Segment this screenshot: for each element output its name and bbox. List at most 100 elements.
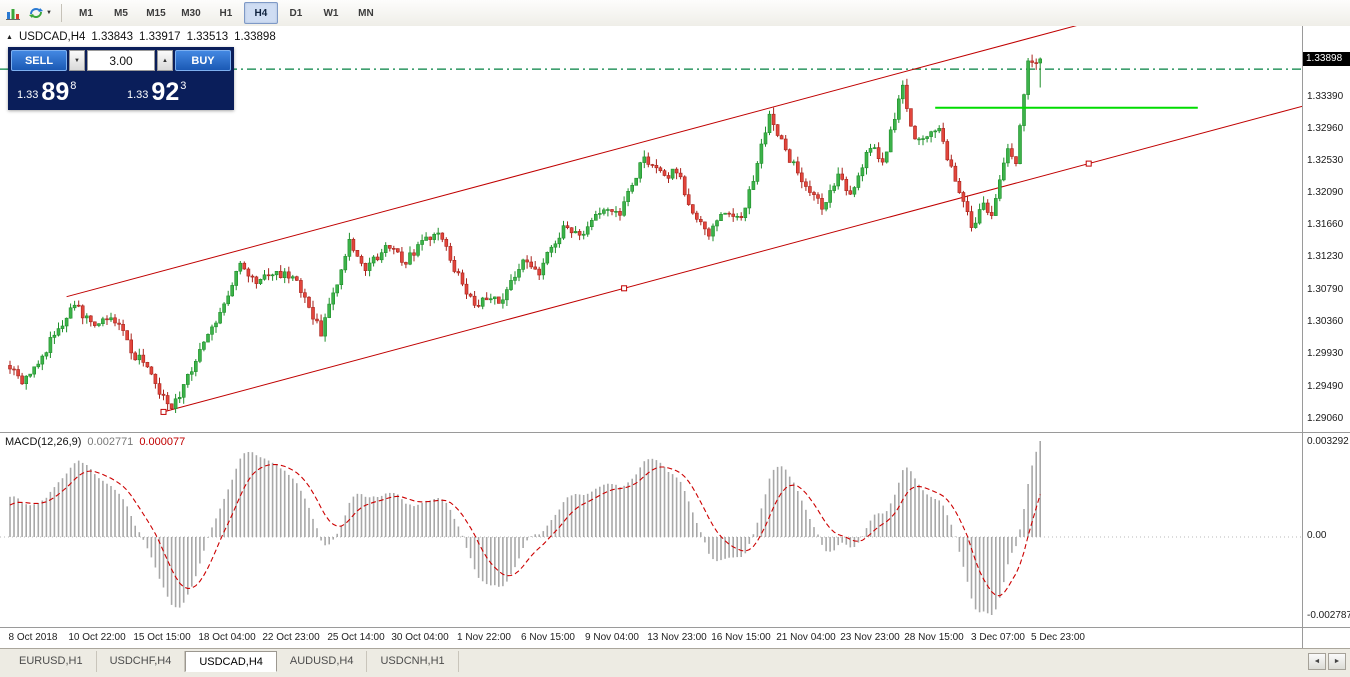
ohlc-high: 1.33917	[138, 31, 181, 43]
scroll-left-icon[interactable]: ◄	[1308, 653, 1326, 670]
time-axis-label: 13 Nov 23:00	[647, 632, 707, 643]
price-axis[interactable]: 1.33898 1.33390 1.32960 1.32530 1.32090 1.31…	[1303, 26, 1350, 432]
timeframe-button-mn[interactable]: MN	[358, 7, 374, 19]
macd-signal-line	[9, 464, 1041, 597]
price-axis-label: 1.32530	[1307, 155, 1344, 166]
timeframe-button-m30[interactable]: M30	[181, 7, 201, 19]
cycle-arrows-glyph	[29, 8, 43, 18]
time-axis-label: 28 Nov 15:00	[904, 632, 964, 643]
lot-increase-button[interactable]: ▲	[157, 50, 173, 71]
price-axis-label: 1.32090	[1307, 187, 1344, 198]
macd-axis-label: 0.003292	[1307, 436, 1349, 447]
chart-tab-bar: EURUSD,H1 USDCHF,H4 USDCAD,H4 AUDUSD,H4 USDC…	[0, 648, 1350, 677]
time-axis-label: 15 Oct 15:00	[133, 632, 191, 643]
price-axis-label: 1.30360	[1307, 316, 1344, 327]
timeframe-button-m15[interactable]: M15	[146, 7, 166, 19]
time-axis-label: 9 Nov 04:00	[585, 632, 639, 643]
time-axis-label: 5 Dec 23:00	[1031, 632, 1085, 643]
sell-price-big: 89	[41, 78, 70, 106]
buy-button[interactable]: BUY	[175, 50, 231, 71]
chart-tab-usdchf-h4[interactable]: USDCHF,H4	[97, 651, 186, 672]
macd-main-value: 0.002771	[87, 436, 134, 448]
time-axis-label: 1 Nov 22:00	[457, 632, 511, 643]
chart-icon-glyph	[6, 9, 20, 20]
scroll-right-icon[interactable]: ►	[1328, 653, 1346, 670]
chart-ohlc-header: ▲ USDCAD,H4 1.33843 1.33917 1.33513 1.33…	[6, 31, 276, 43]
chart-region: ▲ USDCAD,H4 1.33843 1.33917 1.33513 1.33…	[0, 26, 1350, 648]
toolbar-separator	[60, 4, 62, 22]
buy-price-prefix: 1.33	[127, 89, 149, 101]
macd-histogram	[9, 441, 1041, 615]
time-axis-label: 3 Dec 07:00	[971, 632, 1025, 643]
ohlc-close: 1.33898	[234, 31, 276, 43]
current-price-value: 1.33898	[1306, 53, 1343, 64]
buy-price-big: 92	[151, 78, 180, 106]
time-axis[interactable]: 8 Oct 2018 10 Oct 22:00 15 Oct 15:00 18 Oct…	[0, 628, 1350, 648]
macd-indicator-label: MACD(12,26,9) 0.002771 0.000077	[5, 436, 185, 448]
price-axis-label: 1.29930	[1307, 348, 1344, 359]
chart-icon[interactable]	[3, 2, 23, 24]
time-axis-separator	[0, 627, 1350, 628]
trade-panel-prices: 1.33 89 8 1.33 92 3	[11, 74, 231, 107]
trade-panel-controls: SELL ▼ 3.00 ▲ BUY	[11, 50, 231, 71]
timeframe-button-h4[interactable]: H4	[243, 2, 278, 24]
macd-axis: 0.003292 0.00 -0.002787	[1303, 432, 1350, 627]
trendline-handle[interactable]	[621, 285, 628, 292]
ohlc-low: 1.33513	[186, 31, 229, 43]
price-chart[interactable]	[0, 26, 1302, 432]
price-axis-label: 1.31660	[1307, 219, 1344, 230]
time-axis-label: 30 Oct 04:00	[391, 632, 449, 643]
timeframe-button-w1[interactable]: W1	[323, 7, 339, 19]
chart-tab-usdcnh-h1[interactable]: USDCNH,H1	[367, 651, 459, 672]
chart-tab-eurusd-h1[interactable]: EURUSD,H1	[6, 651, 97, 672]
time-axis-label: 8 Oct 2018	[8, 632, 58, 643]
price-axis-label: 1.29490	[1307, 381, 1344, 392]
one-click-trading-panel: SELL ▼ 3.00 ▲ BUY 1.33 89 8 1.33 92 3	[8, 47, 234, 110]
channel-lower-trendline[interactable]	[160, 93, 1302, 415]
sell-price-sup: 8	[70, 80, 77, 92]
macd-name: MACD(12,26,9)	[5, 436, 82, 448]
timeframe-button-m5[interactable]: M5	[114, 7, 128, 19]
timeframe-button-m1[interactable]: M1	[79, 7, 93, 19]
macd-axis-label: -0.002787	[1307, 610, 1350, 621]
toolbar: ▼ M1 M5 M15 M30 H1 H4 D1 W1 MN	[0, 0, 1350, 27]
macd-panel-separator[interactable]	[0, 432, 1350, 433]
sell-price: 1.33 89 8	[11, 74, 121, 107]
time-axis-label: 10 Oct 22:00	[68, 632, 126, 643]
collapse-trade-panel-icon[interactable]: ▲	[6, 33, 13, 41]
cycle-symbols-icon[interactable]: ▼	[26, 2, 54, 24]
axis-separator	[1302, 26, 1303, 648]
macd-chart[interactable]	[0, 432, 1302, 627]
time-axis-label: 18 Oct 04:00	[198, 632, 256, 643]
time-axis-label: 22 Oct 23:00	[262, 632, 320, 643]
time-axis-label: 25 Oct 14:00	[327, 632, 385, 643]
time-axis-label: 21 Nov 04:00	[776, 632, 836, 643]
lot-size-input[interactable]: 3.00	[87, 50, 155, 71]
price-axis-label: 1.33390	[1307, 91, 1344, 102]
timeframe-group: M1 M5 M15 M30 H1 H4 D1 W1 MN	[69, 2, 383, 24]
time-axis-label: 16 Nov 15:00	[711, 632, 771, 643]
timeframe-button-h1[interactable]: H1	[219, 7, 233, 19]
buy-price-sup: 3	[180, 80, 187, 92]
chart-tab-usdcad-h4[interactable]: USDCAD,H4	[185, 651, 277, 672]
lot-decrease-button[interactable]: ▼	[69, 50, 85, 71]
time-axis-label: 6 Nov 15:00	[521, 632, 575, 643]
macd-signal-value: 0.000077	[139, 436, 186, 448]
price-axis-label: 1.29060	[1307, 413, 1344, 424]
price-axis-label: 1.31230	[1307, 251, 1344, 262]
current-price-box: 1.33898	[1303, 52, 1350, 66]
chevron-down-icon[interactable]: ▼	[46, 10, 52, 16]
timeframe-button-d1[interactable]: D1	[289, 7, 303, 19]
chart-tab-audusd-h4[interactable]: AUDUSD,H4	[277, 651, 368, 672]
price-axis-label: 1.30790	[1307, 284, 1344, 295]
sell-button[interactable]: SELL	[11, 50, 67, 71]
chart-tabs: EURUSD,H1 USDCHF,H4 USDCAD,H4 AUDUSD,H4 USDC…	[6, 651, 459, 672]
channel-upper-trendline[interactable]	[66, 26, 1302, 298]
tab-scroll-controls: ◄ ►	[1308, 653, 1346, 670]
trendline-handle[interactable]	[1085, 160, 1092, 167]
price-axis-label: 1.32960	[1307, 123, 1344, 134]
candles-layer[interactable]	[8, 54, 1042, 413]
macd-axis-label: 0.00	[1307, 530, 1327, 541]
trendline-handle[interactable]	[160, 408, 167, 415]
